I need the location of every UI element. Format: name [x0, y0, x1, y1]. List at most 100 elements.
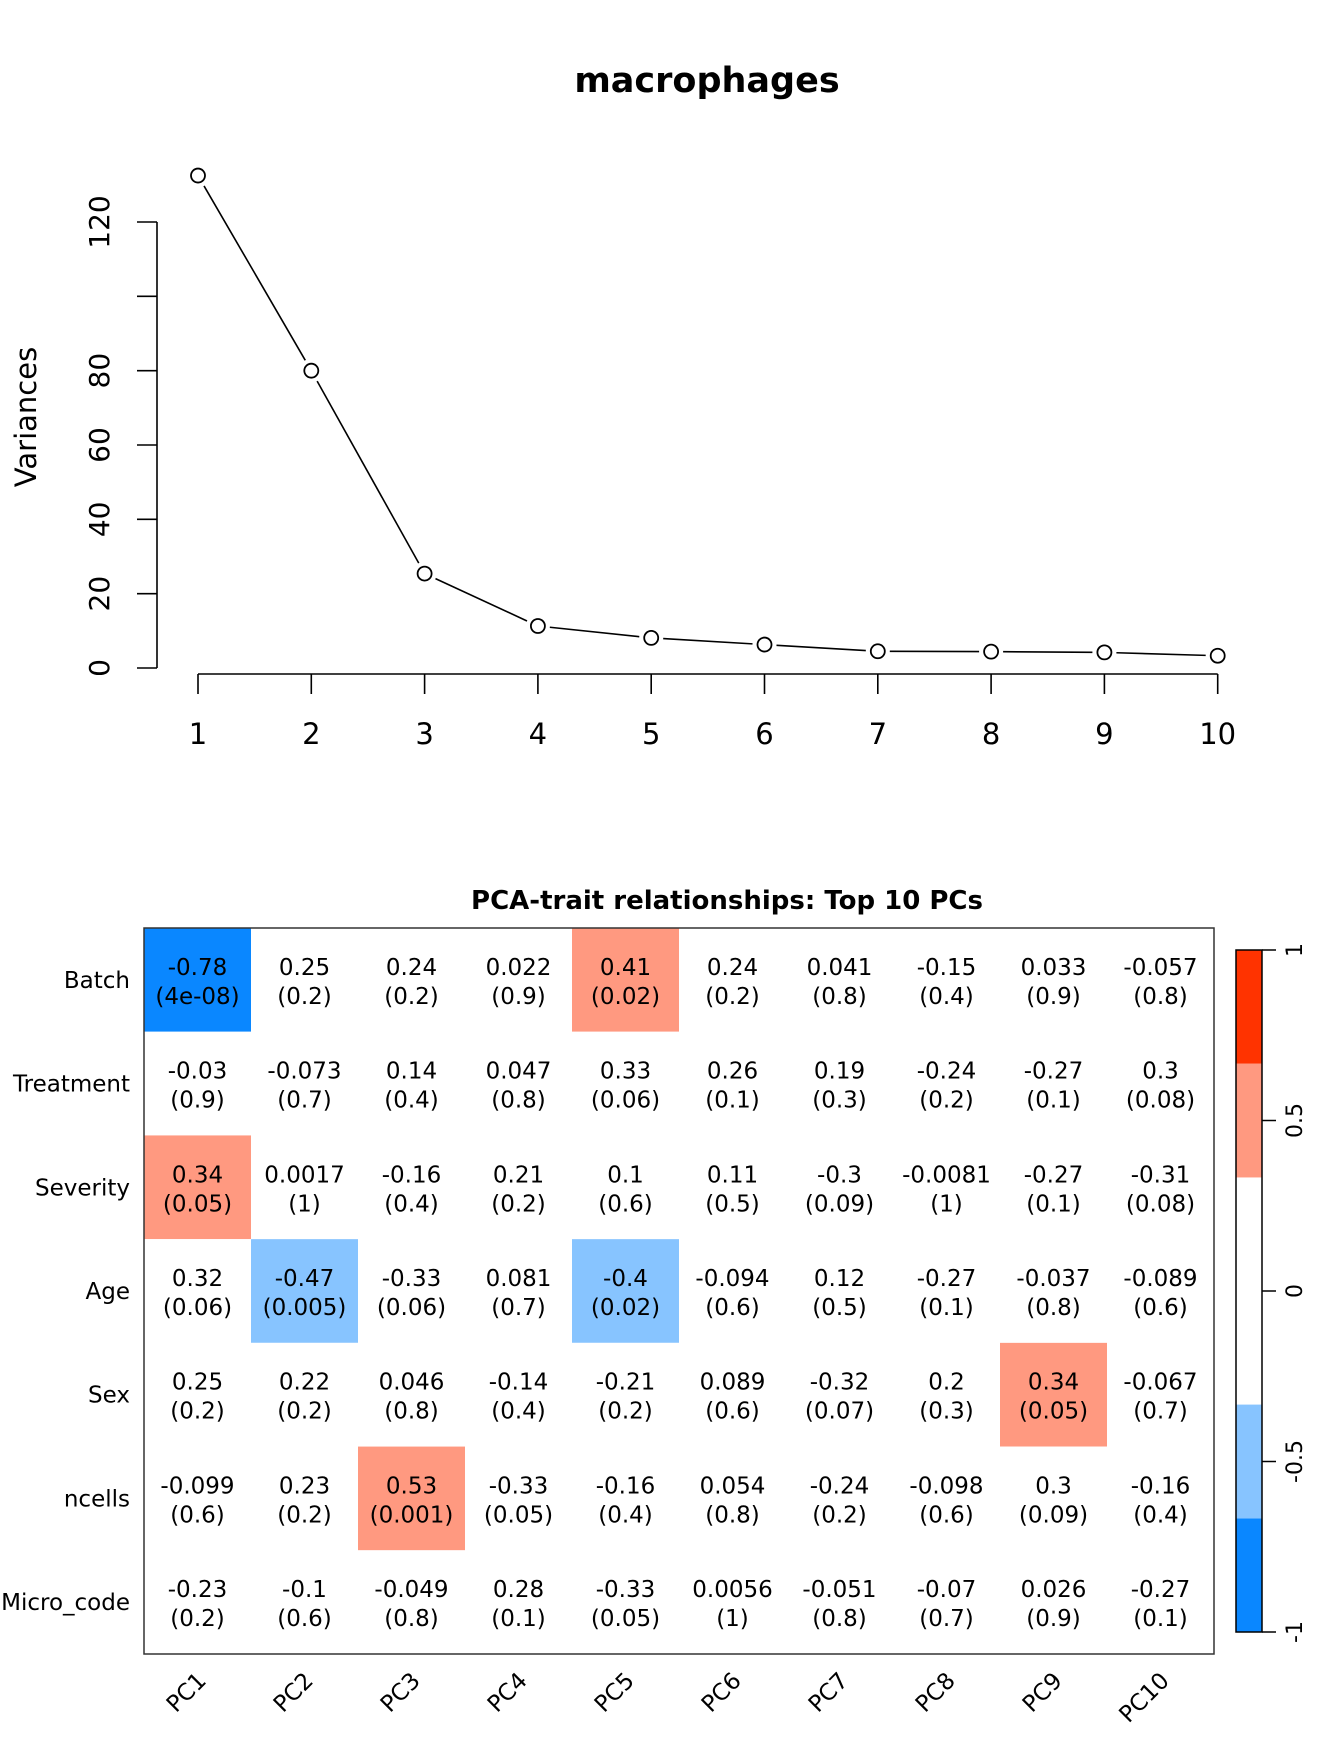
cell-correlation: 0.033	[1021, 955, 1087, 981]
cell-correlation: 0.41	[600, 955, 651, 981]
cell-pvalue: (0.005)	[263, 1295, 347, 1321]
heatmap-cell	[358, 1446, 465, 1551]
cell-correlation: -0.16	[1131, 1473, 1191, 1499]
cell-pvalue: (0.9)	[170, 1088, 225, 1114]
cell-correlation: -0.21	[596, 1370, 656, 1396]
cell-correlation: -0.099	[160, 1473, 234, 1499]
data-point	[756, 636, 773, 653]
data-point	[416, 565, 433, 582]
line-segment	[663, 637, 753, 645]
data-point	[869, 643, 886, 660]
colorbar-tick-label: 1	[1283, 943, 1308, 957]
cell-pvalue: (0.6)	[919, 1502, 974, 1528]
cell-pvalue: (0.3)	[812, 1088, 867, 1114]
heatmap-cell	[1107, 1135, 1214, 1240]
colorbar-tick-label: -0.5	[1283, 1440, 1308, 1483]
cell-correlation: -0.073	[267, 1059, 341, 1085]
cell-correlation: -0.31	[1131, 1162, 1191, 1188]
cell-correlation: -0.24	[810, 1473, 870, 1499]
column-label: PC2	[269, 1668, 319, 1718]
heatmap-cell	[144, 1550, 251, 1654]
x-tick-label: 6	[755, 717, 773, 751]
cell-pvalue: (0.06)	[377, 1295, 446, 1321]
row-label: Treatment	[12, 1072, 130, 1098]
colorbar-tick-label: 0	[1283, 1284, 1308, 1298]
heatmap-cell	[572, 1135, 679, 1240]
cell-pvalue: (0.7)	[277, 1088, 332, 1114]
cell-pvalue: (0.05)	[1019, 1399, 1088, 1425]
line-segment	[776, 644, 866, 652]
cell-pvalue: (0.1)	[1026, 1191, 1081, 1217]
colorbar-band	[1236, 1518, 1262, 1632]
heatmap-cell	[572, 1239, 679, 1343]
heatmap-cell	[358, 1135, 465, 1240]
y-tick-label: 0	[83, 659, 116, 677]
heatmap-cell	[144, 1342, 251, 1447]
heatmap-cell	[358, 1031, 465, 1136]
cell-correlation: 0.24	[707, 955, 758, 981]
cell-pvalue: (1)	[288, 1191, 321, 1217]
colorbar-band	[1236, 1063, 1262, 1178]
column-label: PC6	[697, 1668, 747, 1718]
cell-pvalue: (0.05)	[484, 1502, 553, 1528]
cell-pvalue: (0.7)	[1133, 1399, 1188, 1425]
y-tick-label: 20	[83, 576, 116, 612]
cell-pvalue: (0.2)	[277, 984, 332, 1010]
cell-pvalue: (0.06)	[591, 1088, 660, 1114]
data-point	[643, 629, 660, 646]
data-point	[983, 643, 999, 660]
cell-correlation: -0.33	[489, 1473, 549, 1499]
heatmap-cell	[358, 1550, 465, 1654]
cell-correlation: -0.03	[168, 1059, 228, 1085]
cell-correlation: 0.33	[600, 1059, 651, 1085]
x-tick-label: 10	[1199, 717, 1236, 751]
heatmap-cell	[679, 1031, 786, 1136]
heatmap-cell	[251, 1031, 358, 1136]
cell-correlation: -0.16	[382, 1162, 442, 1188]
line-segment	[316, 380, 420, 564]
cell-correlation: 0.32	[172, 1266, 223, 1292]
cell-pvalue: (0.2)	[170, 1399, 225, 1425]
cell-pvalue: (0.2)	[277, 1502, 332, 1528]
row-label: Severity	[35, 1175, 130, 1201]
data-point	[1209, 647, 1226, 664]
cell-pvalue: (0.6)	[170, 1502, 225, 1528]
heatmap-cell	[465, 928, 572, 1032]
cell-correlation: -0.15	[917, 955, 977, 981]
heatmap-cell	[893, 1135, 1000, 1240]
row-label: ncells	[64, 1486, 130, 1512]
cell-pvalue: (0.4)	[1133, 1502, 1188, 1528]
line-segment	[203, 185, 306, 361]
line-segment	[435, 577, 528, 622]
heatmap-cell	[786, 1342, 893, 1447]
x-tick-label: 3	[415, 717, 433, 751]
heatmap-cell	[144, 1135, 251, 1240]
y-tick-label: 40	[83, 502, 116, 538]
cell-pvalue: (0.8)	[1133, 984, 1188, 1010]
cell-correlation: -0.78	[168, 955, 228, 981]
cell-correlation: -0.27	[1131, 1577, 1191, 1603]
heatmap-cell	[679, 1239, 786, 1343]
heatmap-cell	[679, 1135, 786, 1240]
cell-pvalue: (0.3)	[919, 1399, 974, 1425]
cell-correlation: 0.19	[814, 1059, 865, 1085]
cell-correlation: -0.24	[917, 1059, 977, 1085]
line-segment	[549, 626, 640, 638]
column-label: PC3	[376, 1668, 426, 1718]
cell-correlation: 0.0056	[692, 1577, 772, 1603]
heatmap-cell	[786, 1135, 893, 1240]
cell-pvalue: (0.4)	[919, 984, 974, 1010]
cell-correlation: -0.27	[917, 1266, 977, 1292]
cell-correlation: -0.27	[1024, 1059, 1084, 1085]
heatmap-cell	[572, 1550, 679, 1654]
column-label: PC9	[1018, 1668, 1068, 1718]
colorbar-band	[1236, 1177, 1262, 1405]
cell-correlation: 0.26	[707, 1059, 758, 1085]
cell-pvalue: (0.05)	[163, 1191, 232, 1217]
cell-pvalue: (0.2)	[705, 984, 760, 1010]
cell-correlation: 0.047	[486, 1059, 552, 1085]
row-label: Age	[86, 1279, 130, 1305]
heatmap-cell	[572, 1342, 679, 1447]
heatmap-cell	[1000, 928, 1107, 1032]
